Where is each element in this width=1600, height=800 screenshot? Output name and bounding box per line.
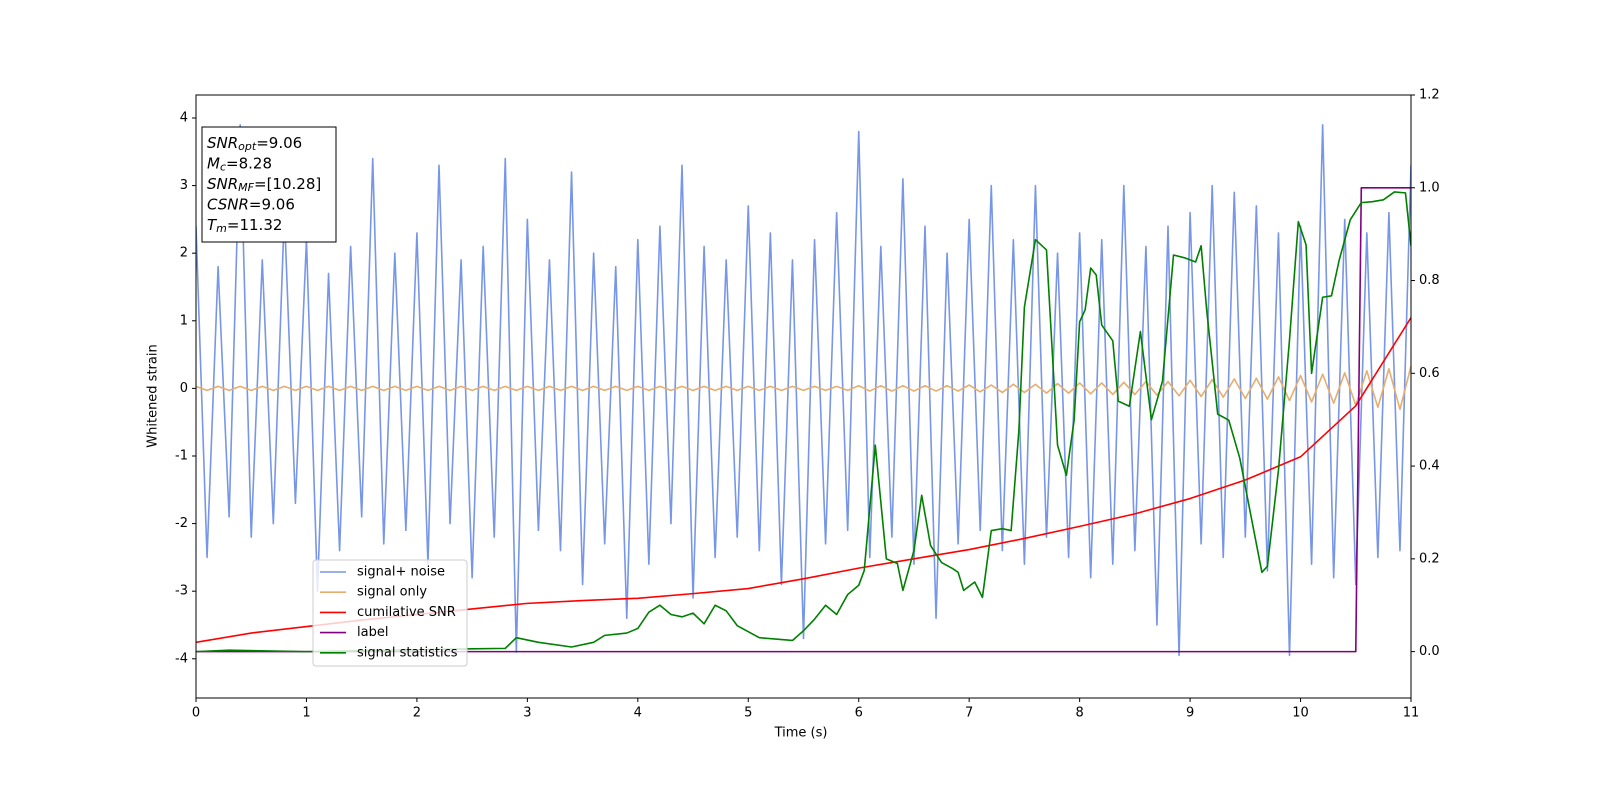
annotation: Tm=11.32 bbox=[207, 216, 282, 236]
x-tick-label: 5 bbox=[744, 706, 752, 721]
y2-tick-label: 0.6 bbox=[1419, 366, 1440, 381]
legend-label: signal statistics bbox=[357, 645, 458, 660]
y-tick-label: 3 bbox=[180, 178, 188, 193]
annotation-sub: m bbox=[216, 222, 227, 235]
y-tick-label: 2 bbox=[180, 246, 188, 261]
y2-tick-label: 0.4 bbox=[1419, 459, 1440, 474]
annotation: Mc=8.28 bbox=[207, 154, 272, 174]
x-tick-label: 2 bbox=[413, 706, 421, 721]
annotation-sub: c bbox=[220, 161, 226, 174]
y2-tick-label: 0.2 bbox=[1419, 551, 1440, 566]
annotation-rest: =9.06 bbox=[249, 195, 295, 213]
legend-frame bbox=[312, 559, 468, 667]
y-tick-label: -2 bbox=[175, 516, 188, 531]
x-tick-label: 8 bbox=[1075, 706, 1083, 721]
x-tick-label: 4 bbox=[634, 706, 642, 721]
annotation-box: SNRopt=9.06Mc=8.28SNRMF=[10.28]CSNR=9.06… bbox=[201, 126, 337, 243]
x-tick-label: 1 bbox=[302, 706, 310, 721]
annotation-rest: =9.06 bbox=[256, 134, 302, 152]
annotation-rest: =11.32 bbox=[227, 216, 283, 234]
annotation: SNRMF=[10.28] bbox=[207, 175, 321, 195]
series-line bbox=[196, 191, 1411, 653]
annotation-rest: =8.28 bbox=[226, 154, 272, 172]
annotation: SNRopt=9.06 bbox=[207, 134, 302, 154]
x-tick-label: 9 bbox=[1186, 706, 1194, 721]
annotation-main: SNR bbox=[207, 134, 238, 152]
x-tick-label: 6 bbox=[855, 706, 863, 721]
y-tick-label: 0 bbox=[180, 381, 188, 396]
axes-frame bbox=[195, 94, 1412, 699]
x-tick-label: 11 bbox=[1403, 706, 1420, 721]
annotation-main: SNR bbox=[207, 175, 238, 193]
x-tick-label: 0 bbox=[192, 706, 200, 721]
y-tick-label: -3 bbox=[175, 584, 188, 599]
annotation-sub: opt bbox=[238, 140, 257, 153]
y-tick-label: 4 bbox=[180, 110, 188, 125]
annotation-rest: =[10.28] bbox=[254, 175, 321, 193]
legend-label: signal+ noise bbox=[357, 565, 445, 580]
legend: signal+ noise signal only cumilative SNR la… bbox=[312, 559, 468, 667]
series-line bbox=[196, 186, 1411, 653]
legend-label: label bbox=[357, 625, 388, 640]
annotation-main: CSNR bbox=[207, 195, 249, 213]
annotation-main: T bbox=[207, 216, 218, 234]
annotation-sub: MF bbox=[238, 181, 254, 194]
annotation-frame bbox=[201, 126, 337, 243]
y2-tick-label: 1.2 bbox=[1419, 88, 1440, 103]
series-line bbox=[196, 365, 1411, 411]
x-axis-label: Time (s) bbox=[774, 726, 828, 741]
y-axis-label: Whitened strain bbox=[146, 344, 161, 447]
y2-tick-label: 1.0 bbox=[1419, 180, 1440, 195]
x-tick-label: 10 bbox=[1292, 706, 1309, 721]
annotation-main: M bbox=[207, 154, 220, 172]
y2-tick-label: 0.8 bbox=[1419, 273, 1440, 288]
y-tick-label: -4 bbox=[175, 651, 188, 666]
legend-label: signal only bbox=[357, 585, 427, 600]
x-tick-label: 3 bbox=[523, 706, 531, 721]
y-tick-label: -1 bbox=[175, 448, 188, 463]
x-tick-label: 7 bbox=[965, 706, 973, 721]
y-tick-label: 1 bbox=[180, 313, 188, 328]
y2-tick-label: 0.0 bbox=[1419, 644, 1440, 659]
legend-label: cumilative SNR bbox=[357, 605, 456, 620]
series-line bbox=[196, 123, 1411, 657]
annotation: CSNR=9.06 bbox=[207, 195, 295, 213]
